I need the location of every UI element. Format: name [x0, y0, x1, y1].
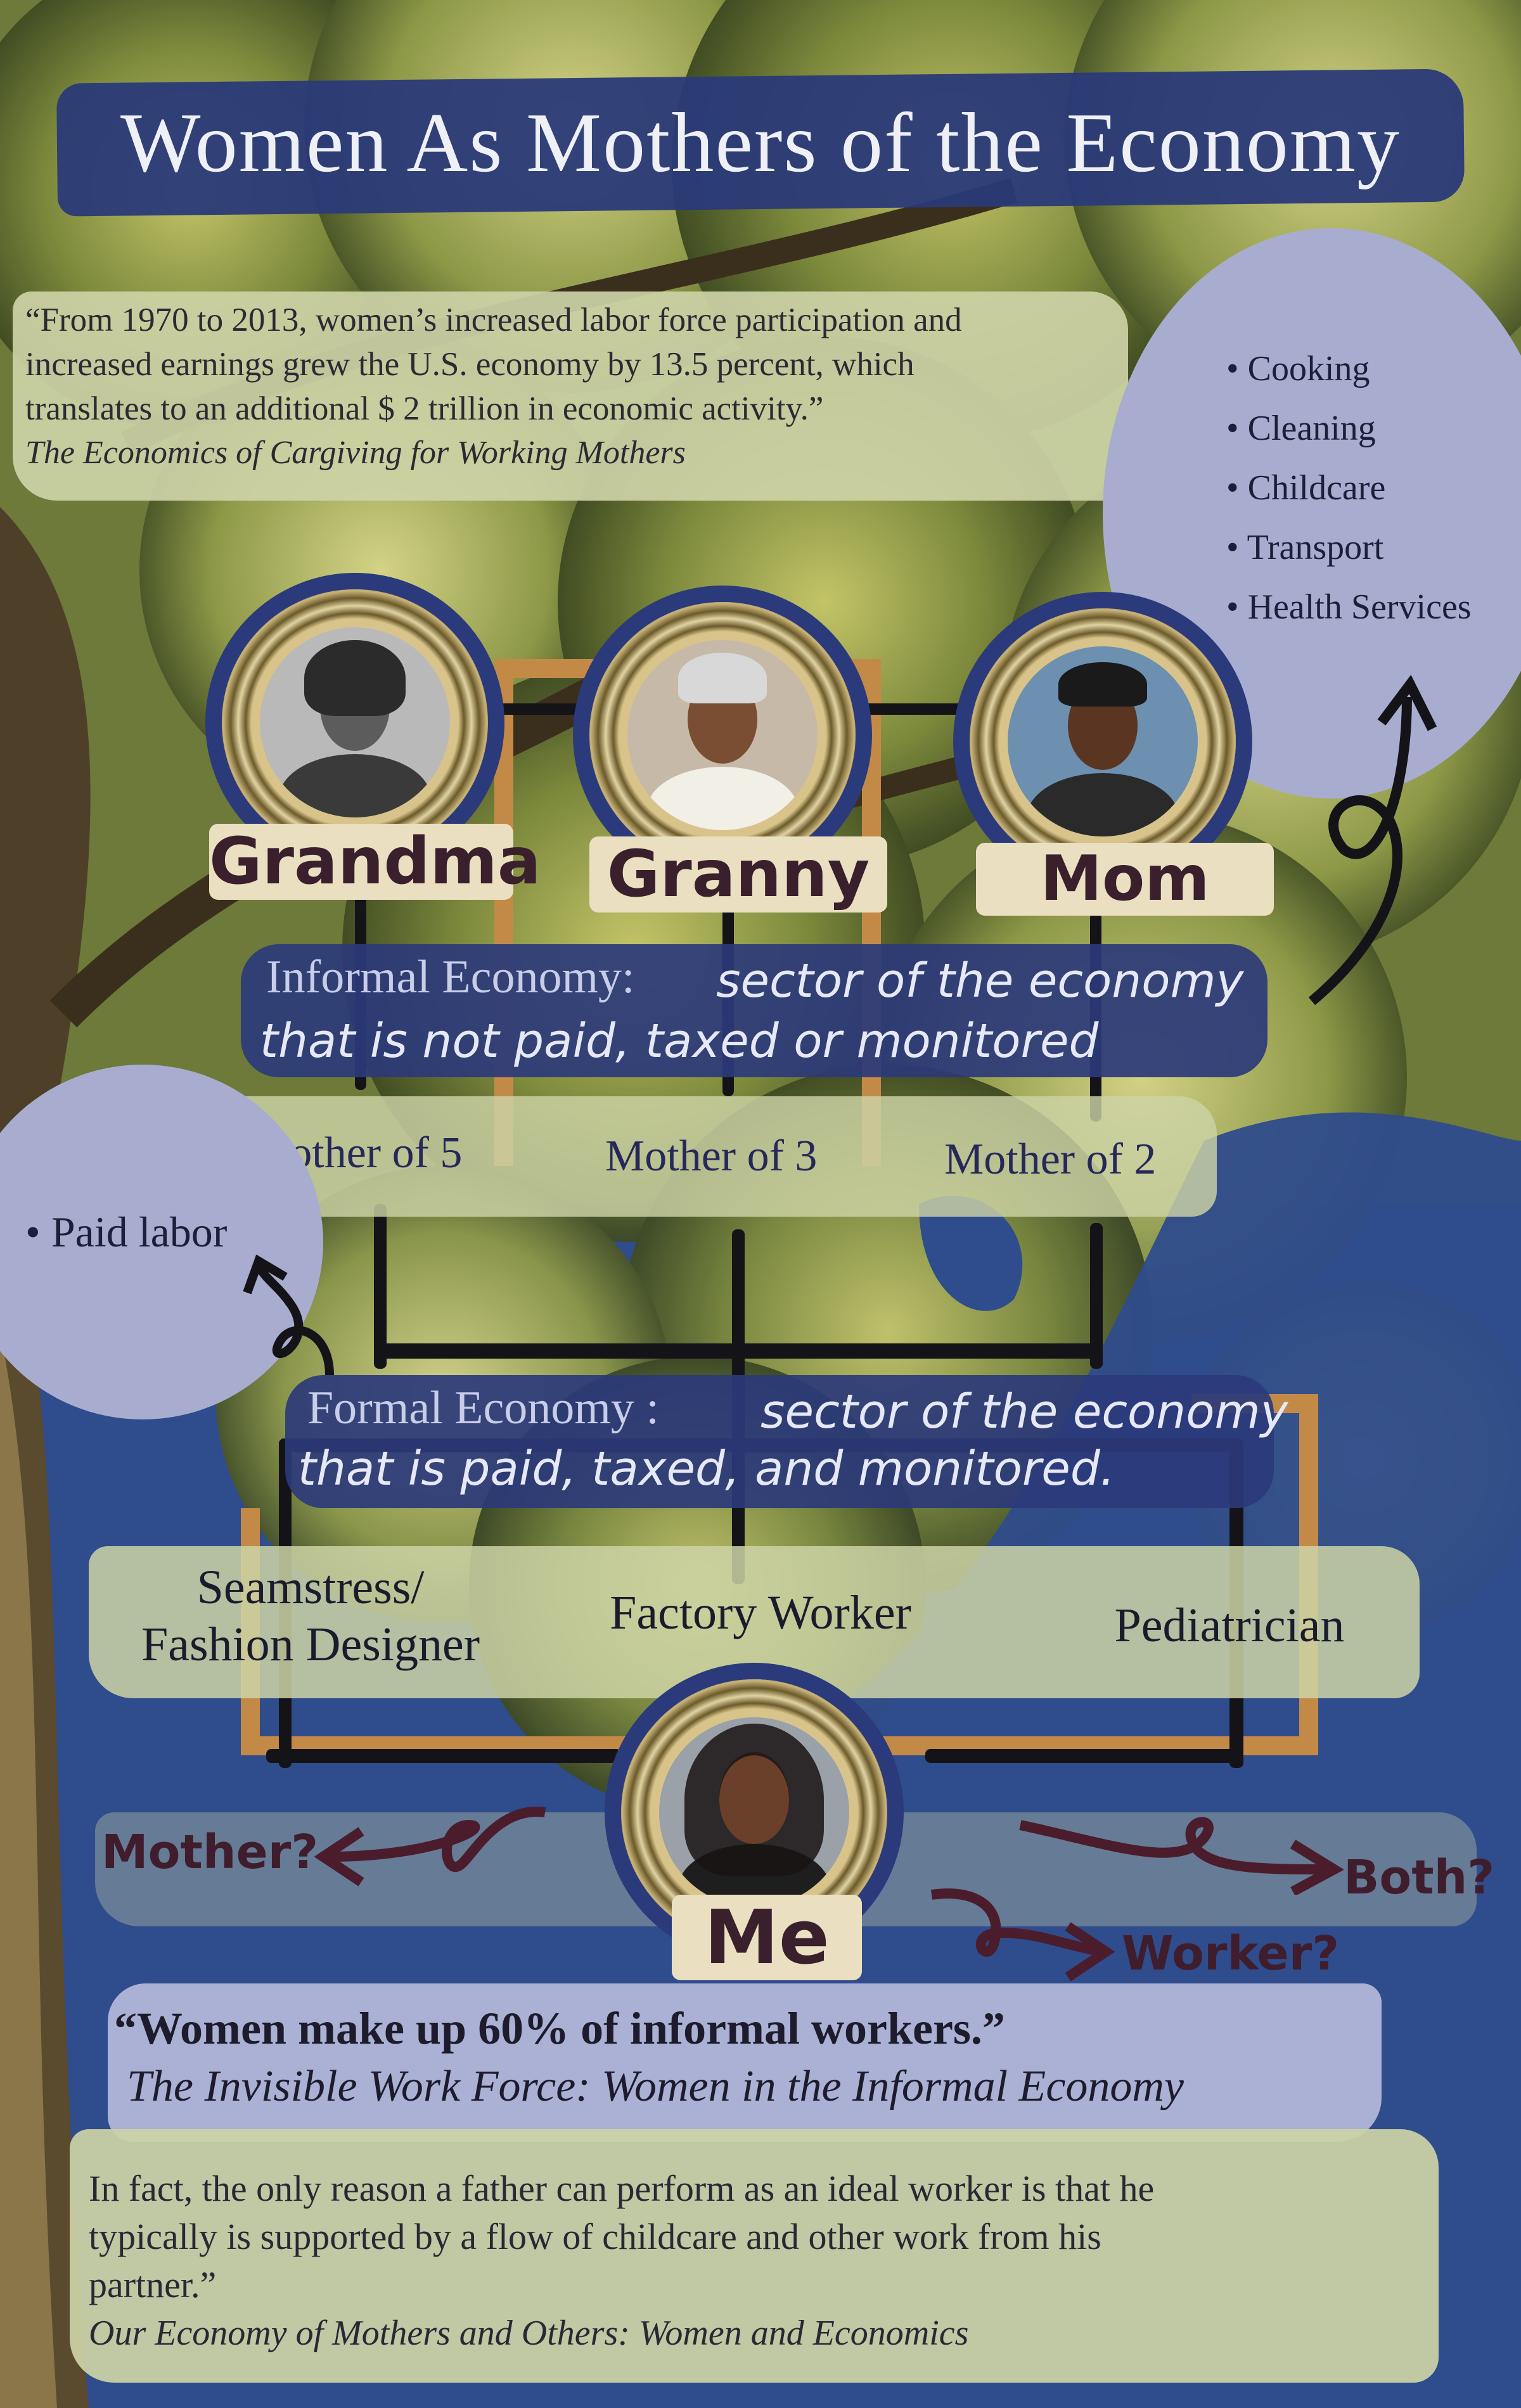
- mid-quote: “Women make up 60% of informal workers.”…: [114, 1990, 1375, 2136]
- grandma-job-line1: Seamstress/: [196, 1561, 425, 1614]
- formal-task-item: Paid labor: [25, 1207, 228, 1257]
- connector-line: [925, 1749, 1242, 1763]
- curly-arrow-icon: [243, 1255, 334, 1376]
- connector-line: [1090, 1223, 1103, 1369]
- me-name: Me: [672, 1895, 862, 1980]
- granny-mother-count: Mother of 3: [605, 1132, 818, 1181]
- formal-economy-definition-2: that is paid, taxed, and monitored.: [298, 1442, 1115, 1496]
- me-portrait: [659, 1717, 849, 1907]
- formal-economy-label: Formal Economy :: [307, 1382, 659, 1434]
- granny-job: Factory Worker: [610, 1586, 911, 1639]
- mom-mother-count: Mother of 2: [944, 1135, 1157, 1184]
- curly-arrow-icon: [314, 1807, 546, 1886]
- informal-economy-definition-2: that is not paid, taxed or monitored: [260, 1014, 1099, 1068]
- family-tree-trunk: [494, 659, 513, 1166]
- mid-quote-text: “Women make up 60% of informal workers.”: [114, 2003, 1005, 2054]
- informal-task-item: Childcare: [1226, 458, 1472, 518]
- me-portrait-frame: [621, 1679, 887, 1945]
- page-title: Women As Mothers of the Economy: [120, 96, 1401, 189]
- granny-portrait: [627, 640, 818, 830]
- grandma-portrait: [260, 627, 450, 817]
- curly-arrow-icon: [930, 1888, 1115, 1982]
- connector-line: [374, 1343, 1103, 1359]
- informal-task-item: Cleaning: [1226, 399, 1472, 458]
- top-quote-background: [13, 291, 1128, 501]
- grandma-job: Seamstress/ Fashion Designer: [95, 1559, 526, 1673]
- connector-line: [266, 1749, 621, 1763]
- granny-portrait-frame: [589, 602, 856, 868]
- informal-tasks-list: Cooking Cleaning Childcare Transport Hea…: [1226, 339, 1472, 637]
- informal-task-item: Transport: [1226, 518, 1472, 577]
- formal-economy-band: [285, 1375, 1274, 1508]
- mom-portrait: [1008, 646, 1198, 836]
- mid-quote-background: [108, 1983, 1382, 2142]
- curly-arrow-icon: [1019, 1817, 1344, 1895]
- mothers-band: [190, 1096, 1217, 1217]
- jobs-band: [89, 1546, 1420, 1698]
- choice-both: Both?: [1344, 1850, 1495, 1905]
- grandma-portrait-frame: [222, 589, 488, 855]
- choice-mother: Mother?: [101, 1825, 319, 1880]
- choice-worker: Worker?: [1122, 1926, 1340, 1981]
- informal-economy-band: [241, 944, 1268, 1077]
- top-quote-line3: translates to an additional $ 2 trillion…: [25, 390, 824, 427]
- formal-economy-definition-1: sector of the economy: [760, 1385, 1288, 1439]
- granny-name: Granny: [589, 836, 887, 913]
- informal-economy-definition-1: sector of the economy: [716, 954, 1244, 1008]
- top-quote-line1: “From 1970 to 2013, women’s increased la…: [25, 302, 962, 338]
- mom-name: Mom: [976, 843, 1274, 916]
- bottom-quote: In fact, the only reason a father can pe…: [89, 2142, 1394, 2370]
- connector-line: [374, 1204, 387, 1369]
- bottom-quote-background: [70, 2129, 1439, 2383]
- mid-quote-citation: The Invisible Work Force: Women in the I…: [127, 2062, 1184, 2111]
- top-quote-line2: increased earnings grew the U.S. economy…: [25, 346, 915, 383]
- informal-economy-label: Informal Economy:: [266, 951, 635, 1003]
- grandma-name: Grandma: [209, 824, 541, 900]
- informal-task-item: Health Services: [1226, 577, 1472, 637]
- bottom-quote-citation: Our Economy of Mothers and Others: Women…: [89, 2314, 969, 2353]
- curly-arrow-icon: [1308, 674, 1437, 1006]
- bottom-quote-line2: typically is supported by a flow of chil…: [89, 2216, 1101, 2257]
- mom-job: Pediatrician: [1114, 1599, 1345, 1652]
- mom-portrait-frame: [970, 608, 1236, 874]
- informal-task-item: Cooking: [1226, 339, 1472, 399]
- grandma-job-line2: Fashion Designer: [141, 1618, 480, 1671]
- family-tree-trunk: [862, 659, 881, 1166]
- top-quote: “From 1970 to 2013, women’s increased la…: [25, 298, 1115, 513]
- bottom-quote-line1: In fact, the only reason a father can pe…: [89, 2168, 1155, 2209]
- bottom-quote-line3: partner.”: [89, 2264, 217, 2305]
- formal-tasks-list: Paid labor: [25, 1207, 228, 1257]
- top-quote-citation: The Economics of Cargiving for Working M…: [25, 435, 686, 471]
